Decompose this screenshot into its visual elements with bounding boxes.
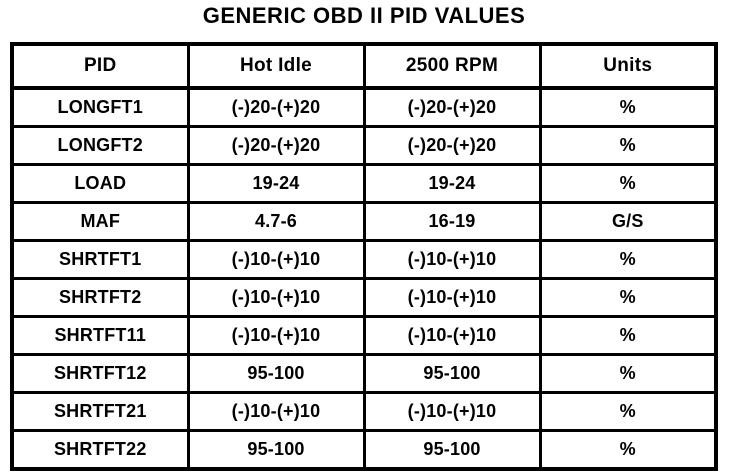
units-cell: %: [538, 86, 718, 128]
rpm-2500-cell: (-)20-(+)20: [362, 125, 542, 166]
pid-cell: SHRTFT2: [10, 277, 190, 318]
pid-values-table: PID Hot Idle 2500 RPM Units LONGFT1 (-)20…: [10, 42, 718, 471]
table-body: LONGFT1 (-)20-(+)20 (-)20-(+)20% LONGFT2 (-)…: [10, 86, 718, 471]
header-row: PID Hot Idle 2500 RPM Units: [10, 42, 718, 90]
column-header-units: Units: [538, 42, 718, 90]
units-cell: G/S: [538, 201, 718, 242]
pid-cell: SHRTFT11: [10, 315, 190, 356]
hot-idle-cell: (-)10-(+)10: [186, 315, 366, 356]
table-row: MAF 4.7-6 16-19 G/S: [10, 201, 718, 242]
pid-cell: LONGFT2: [10, 125, 190, 166]
rpm-2500-cell: (-)10-(+)10: [362, 277, 542, 318]
table-row: SHRTFT11 (-)10-(+)10 (-)10-(+)10%: [10, 315, 718, 356]
pid-cell: MAF: [10, 201, 190, 242]
rpm-2500-cell: (-)10-(+)10: [362, 315, 542, 356]
pid-cell: SHRTFT1: [10, 239, 190, 280]
units-cell: %: [538, 163, 718, 204]
rpm-2500-cell: (-)10-(+)10: [362, 391, 542, 432]
hot-idle-cell: 19-24: [186, 163, 366, 204]
pid-cell: LONGFT1: [10, 86, 190, 128]
rpm-2500-cell: 95-100: [362, 353, 542, 394]
column-header-hot-idle: Hot Idle: [186, 42, 366, 90]
hot-idle-cell: 4.7-6: [186, 201, 366, 242]
units-cell: %: [538, 277, 718, 318]
hot-idle-cell: (-)20-(+)20: [186, 86, 366, 128]
table-row: SHRTFT22 95-100 95-100%: [10, 429, 718, 471]
table-row: LONGFT1 (-)20-(+)20 (-)20-(+)20%: [10, 86, 718, 128]
rpm-2500-cell: 19-24: [362, 163, 542, 204]
column-header-pid: PID: [10, 42, 190, 90]
table-row: LOAD 19-24 19-24%: [10, 163, 718, 204]
rpm-2500-cell: (-)10-(+)10: [362, 239, 542, 280]
pid-cell: SHRTFT21: [10, 391, 190, 432]
table-row: SHRTFT12 95-100 95-100%: [10, 353, 718, 394]
table-row: SHRTFT1 (-)10-(+)10 (-)10-(+)10%: [10, 239, 718, 280]
pid-cell: SHRTFT22: [10, 429, 190, 471]
hot-idle-cell: 95-100: [186, 353, 366, 394]
units-cell: %: [538, 429, 718, 471]
column-header-2500-rpm: 2500 RPM: [362, 42, 542, 90]
table-row: SHRTFT21 (-)10-(+)10 (-)10-(+)10%: [10, 391, 718, 432]
hot-idle-cell: (-)10-(+)10: [186, 277, 366, 318]
pid-cell: SHRTFT12: [10, 353, 190, 394]
units-cell: %: [538, 315, 718, 356]
units-cell: %: [538, 391, 718, 432]
units-cell: %: [538, 125, 718, 166]
rpm-2500-cell: 16-19: [362, 201, 542, 242]
units-cell: %: [538, 239, 718, 280]
table-row: SHRTFT2 (-)10-(+)10 (-)10-(+)10%: [10, 277, 718, 318]
table-row: LONGFT2 (-)20-(+)20 (-)20-(+)20%: [10, 125, 718, 166]
rpm-2500-cell: (-)20-(+)20: [362, 86, 542, 128]
page-title: GENERIC OBD II PID VALUES: [202, 3, 526, 28]
rpm-2500-cell: 95-100: [362, 429, 542, 471]
hot-idle-cell: 95-100: [186, 429, 366, 471]
units-cell: %: [538, 353, 718, 394]
hot-idle-cell: (-)10-(+)10: [186, 391, 366, 432]
hot-idle-cell: (-)20-(+)20: [186, 125, 366, 166]
pid-cell: LOAD: [10, 163, 190, 204]
table-header: PID Hot Idle 2500 RPM Units: [10, 42, 718, 90]
hot-idle-cell: (-)10-(+)10: [186, 239, 366, 280]
